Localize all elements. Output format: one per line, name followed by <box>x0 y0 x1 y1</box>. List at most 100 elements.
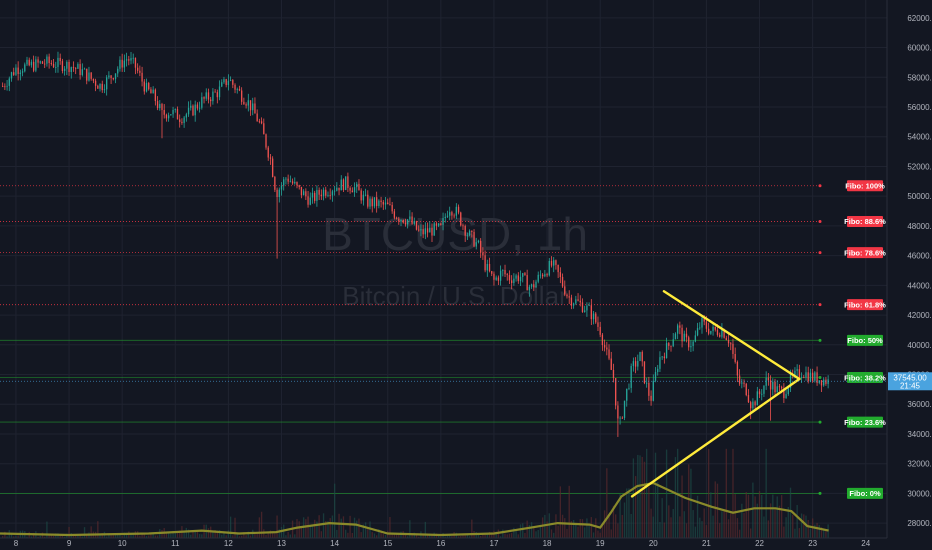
volume-bar <box>519 524 522 538</box>
candle-body <box>674 333 677 340</box>
time-axis[interactable]: 8 9 10 11 12 13 14 15 16 17 18 19 20 21 22 23 24 <box>0 537 887 548</box>
volume-bar <box>541 517 544 538</box>
candle-body <box>606 347 608 350</box>
volume-bar <box>537 529 539 538</box>
candle-body <box>449 212 451 216</box>
candle-body <box>696 328 699 336</box>
volume-bar <box>161 529 163 538</box>
candle-body <box>39 61 41 63</box>
candle-body <box>743 382 745 384</box>
candle-body <box>750 402 752 409</box>
candle-body <box>530 284 533 287</box>
candle-body <box>15 67 17 75</box>
triangle-drawing[interactable] <box>630 290 801 498</box>
candle-body <box>256 113 258 122</box>
candle-body <box>196 104 199 109</box>
candle-body <box>263 123 265 135</box>
fibo-label: Fibo: 88.6% <box>844 217 886 226</box>
candle-body <box>63 68 66 72</box>
candle-body <box>307 196 309 205</box>
volume-bar <box>320 531 323 538</box>
candle-body <box>603 345 606 348</box>
candle-body <box>796 369 798 371</box>
volume-bar <box>165 532 168 538</box>
volume-bar <box>338 513 340 538</box>
time-tick-label: 9 <box>67 539 72 548</box>
candle-body <box>285 178 287 180</box>
candle-body <box>464 226 466 236</box>
volume-bar <box>110 535 112 538</box>
price-axis-bg <box>887 0 932 550</box>
volume-bar <box>418 536 420 538</box>
volume-bar <box>566 528 568 538</box>
candle-body <box>420 229 422 231</box>
candle-body <box>619 417 621 419</box>
candles <box>1 51 829 437</box>
candle-body <box>218 86 221 98</box>
volume-bar <box>732 448 734 538</box>
candle-body <box>761 393 763 395</box>
volume-bar <box>650 508 652 538</box>
candle-body <box>373 197 376 207</box>
candle-body <box>787 387 789 395</box>
volume-bar <box>329 518 331 538</box>
volume-bar <box>823 529 825 538</box>
volume-bar <box>510 533 513 538</box>
time-tick-label: 13 <box>277 539 286 548</box>
candle-body <box>156 101 159 109</box>
volume-bar <box>559 486 562 538</box>
candle-body <box>785 394 787 399</box>
price-tick-label: 32000.00 <box>907 460 932 469</box>
volume-bar <box>482 533 484 538</box>
candle-body <box>103 89 106 91</box>
candle-body <box>1 86 4 87</box>
price-axis[interactable]: 62000.00 60000.00 58000.00 56000.00 54000.00… <box>886 0 932 550</box>
volume-bar <box>404 533 407 538</box>
volume-bar <box>148 535 150 538</box>
volume-bar <box>632 458 635 538</box>
volume-bar <box>794 528 796 538</box>
volume-bar <box>665 449 668 538</box>
volume-bar <box>756 503 758 538</box>
volume-bar <box>592 532 595 538</box>
time-tick-label: 11 <box>171 539 180 548</box>
volume-bar <box>389 517 391 538</box>
candle-body <box>480 240 482 253</box>
candle-body <box>508 275 511 281</box>
candle-body <box>322 189 325 197</box>
volume-bar <box>63 536 66 538</box>
volume-ma-line <box>0 481 829 537</box>
candle-body <box>400 219 402 222</box>
candle-body <box>765 377 767 386</box>
volume-bar <box>121 536 123 538</box>
candle-body <box>701 317 703 328</box>
volume-bar <box>395 534 398 538</box>
volume-bar <box>575 525 577 538</box>
volume-bar <box>601 524 604 538</box>
volume-bar <box>513 527 515 538</box>
volume-bar <box>444 536 446 538</box>
volume-bar <box>75 535 77 538</box>
volume-bar <box>351 532 353 538</box>
volume-bar <box>123 532 126 538</box>
candle-body <box>517 275 519 282</box>
volume-bar <box>393 533 396 538</box>
volume-bar <box>517 534 519 538</box>
volume-bar <box>327 521 329 538</box>
volume-bar <box>382 533 384 538</box>
volume-bar <box>150 534 152 538</box>
time-tick-label: 22 <box>755 539 764 548</box>
volume-bar <box>119 534 121 538</box>
candle-body <box>6 85 8 87</box>
candle-body <box>823 379 825 386</box>
candle-body <box>192 105 194 116</box>
volume-bar <box>506 534 508 538</box>
candle-body <box>167 115 170 119</box>
candle-body <box>338 187 340 191</box>
volume-bar <box>307 516 309 538</box>
volume-bar <box>668 505 670 538</box>
candle-body <box>557 264 559 273</box>
candle-body <box>418 229 420 231</box>
volume-bar <box>814 524 816 538</box>
